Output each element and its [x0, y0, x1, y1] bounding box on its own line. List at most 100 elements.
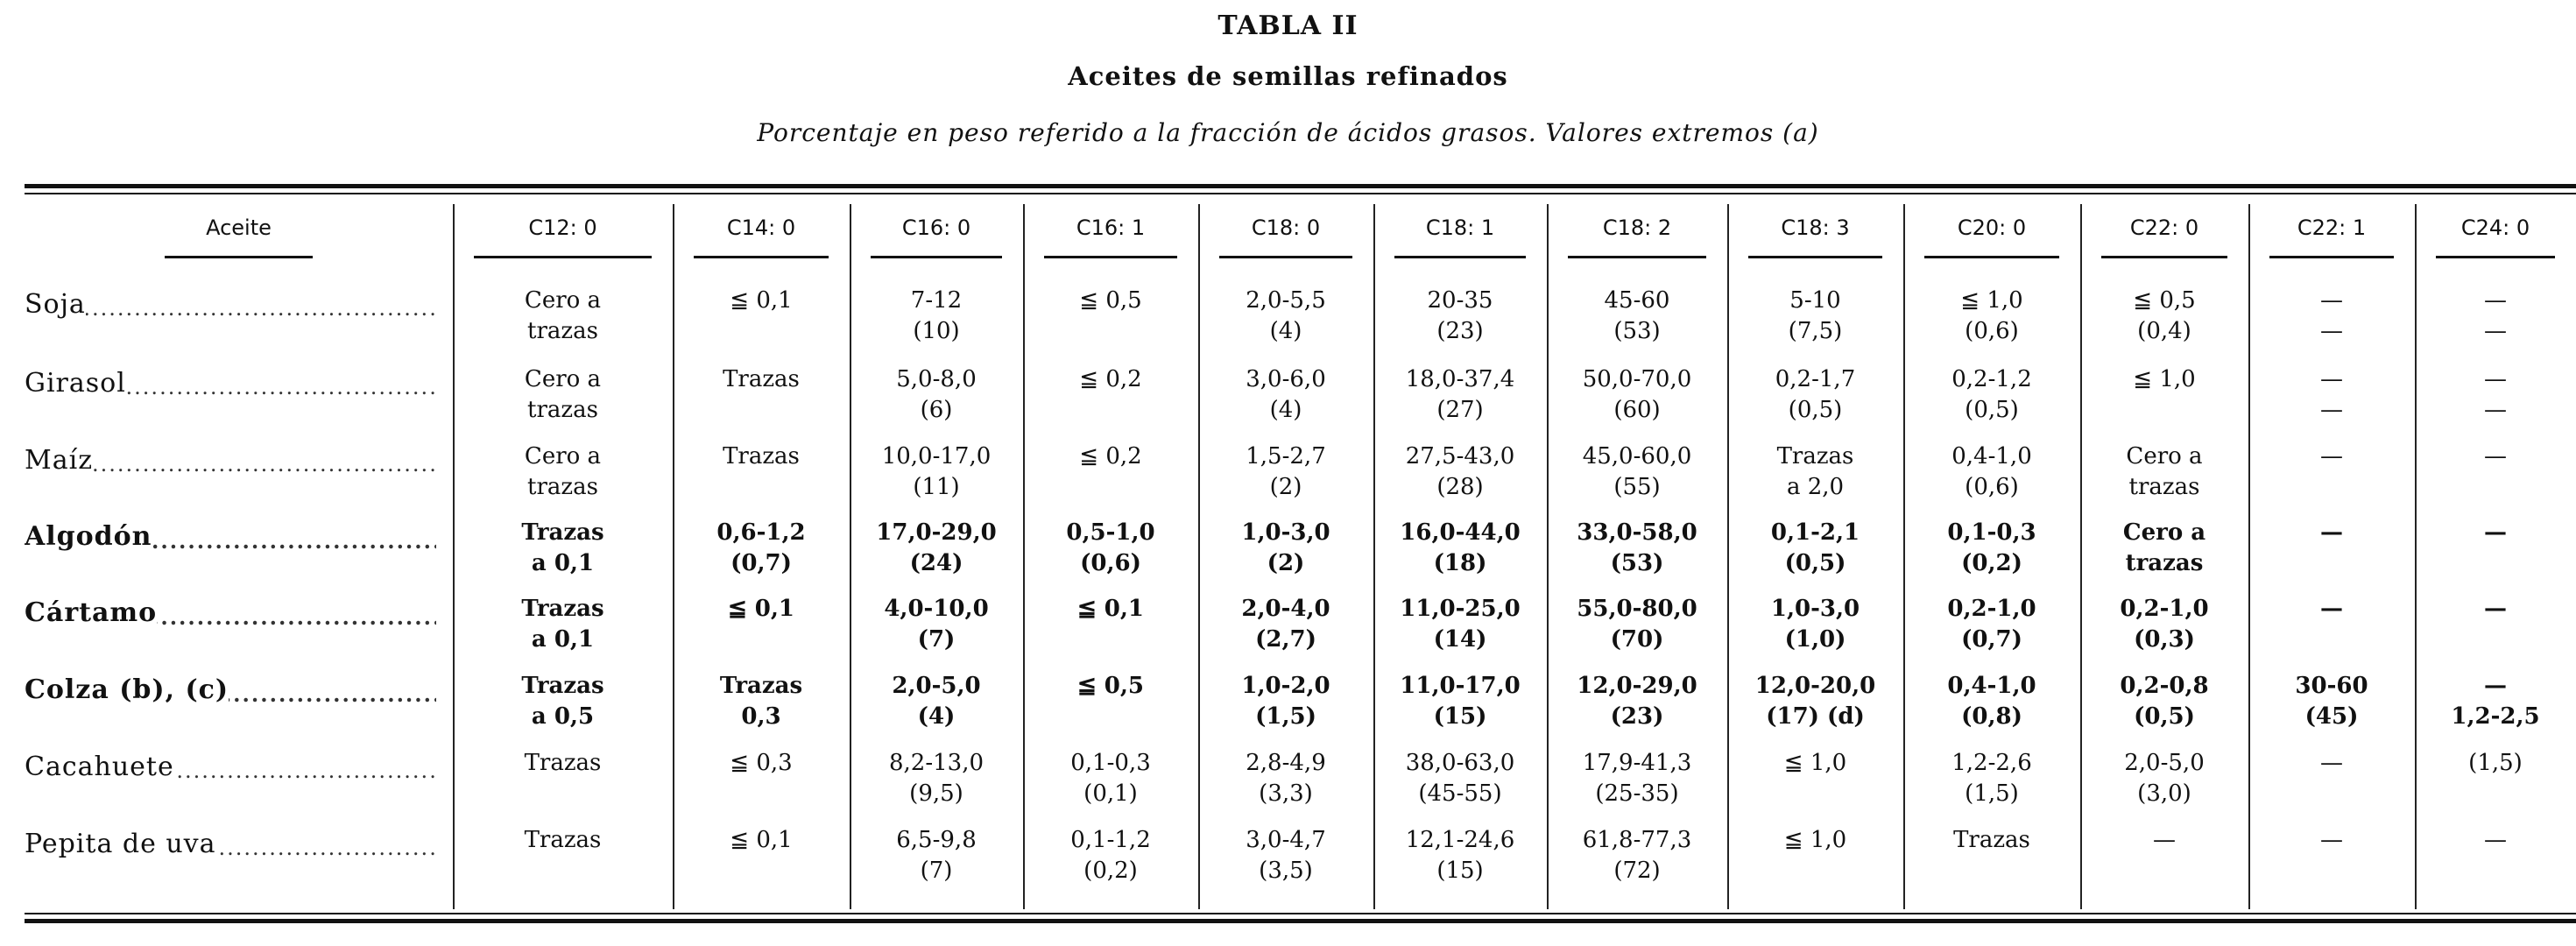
cell-line: 33,0-58,0 — [1577, 519, 1697, 546]
cell-line: 30-60 — [2295, 673, 2368, 699]
table-cell: 1,5-2,7 (2) — [1198, 441, 1373, 503]
table-cell: 10,0-17,0 (11) — [850, 441, 1023, 503]
cell-line: ≦ 1,0 — [2133, 366, 2196, 392]
cell-line: Trazas — [521, 673, 604, 699]
cell-line: 0,1-0,3 — [1070, 750, 1151, 776]
column-header-underline — [165, 256, 313, 258]
cell-line: (9,5) — [909, 780, 963, 807]
table-title: TABLA II — [1217, 11, 1359, 41]
table-cell: 7-12 (10) — [850, 286, 1023, 347]
cell-line: 1,2-2,6 — [1951, 750, 2032, 776]
cell-line: Trazas — [723, 366, 800, 392]
cell-line: 1,0-3,0 — [1241, 519, 1330, 546]
table-cell: 0,1-2,1 (0,5) — [1727, 518, 1903, 579]
cell-line: (2) — [1267, 550, 1305, 576]
table-cell: ≦ 0,5 — [1023, 286, 1198, 316]
cell-line: — — [2153, 827, 2176, 853]
table-cell: — — [2248, 518, 2415, 548]
row-label: ........................................… — [25, 521, 436, 552]
column-header: C20: 0 — [1924, 215, 2059, 258]
cell-line: Trazas — [524, 827, 602, 853]
column-header-underline — [2269, 256, 2394, 258]
table-cell: 16,0-44,0 (18) — [1373, 518, 1547, 579]
cell-line: (25-35) — [1595, 780, 1679, 807]
cell-line: (11) — [913, 474, 960, 500]
table-cell: 45-60 (53) — [1547, 286, 1727, 347]
cell-line: — — [2484, 397, 2507, 423]
cell-line: Cero a — [2122, 519, 2206, 546]
table-cell: — — [2415, 441, 2576, 472]
cell-line: ≦ 0,5 — [2133, 287, 2196, 314]
table-cell: ≦ 1,0 — [1727, 825, 1903, 856]
cell-line: (70) — [1610, 626, 1664, 653]
cell-line: ≦ 0,5 — [1076, 673, 1145, 699]
cell-line: 61,8-77,3 — [1582, 827, 1692, 853]
table-cell: 12,0-20,0 (17) (d) — [1727, 671, 1903, 732]
cell-line: trazas — [2125, 550, 2204, 576]
table-cell: Trazas — [453, 748, 673, 779]
column-header: C16: 1 — [1044, 215, 1177, 258]
table-cell: 18,0-37,4 (27) — [1373, 364, 1547, 426]
cell-line: 8,2-13,0 — [888, 750, 985, 776]
table-cell: 0,1-1,2 (0,2) — [1023, 825, 1198, 886]
cell-line: 0,2-1,0 — [1947, 596, 2036, 622]
cell-line: — — [2320, 287, 2343, 314]
cell-line: (2) — [1269, 474, 1302, 500]
column-header-underline — [871, 256, 1002, 258]
table-cell: Trazas a 0,5 — [453, 671, 673, 732]
cell-line: 12,0-20,0 — [1754, 673, 1876, 699]
cell-line: 2,0-4,0 — [1241, 596, 1330, 622]
table-cell: (1,5) — [2415, 748, 2576, 779]
cell-line: (55) — [1613, 474, 1661, 500]
cell-line: 10,0-17,0 — [881, 443, 992, 469]
table-cell: Trazas a 0,1 — [453, 594, 673, 655]
table-cell: 45,0-60,0 (55) — [1547, 441, 1727, 503]
table-cell: ≦ 0,5 (0,4) — [2080, 286, 2248, 347]
cell-line: ≦ 0,1 — [730, 827, 793, 853]
cell-line: (72) — [1613, 858, 1661, 884]
cell-line: — — [2484, 596, 2507, 622]
cell-line: 7-12 — [910, 287, 963, 314]
column-header-underline — [1924, 256, 2059, 258]
table-cell: 3,0-6,0 (4) — [1198, 364, 1373, 426]
column-header-label: C16: 1 — [1076, 215, 1146, 240]
column-divider — [2415, 204, 2417, 909]
table-cell: 2,0-5,0 (4) — [850, 671, 1023, 732]
table-cell: — — [2248, 825, 2415, 856]
cell-line: — — [2320, 827, 2343, 853]
table-caption: Porcentaje en peso referido a la fracció… — [757, 118, 1819, 147]
cell-line: (3,5) — [1259, 858, 1313, 884]
table-cell: 0,1-0,3 (0,2) — [1903, 518, 2080, 579]
column-divider — [1547, 204, 1549, 909]
cell-line: Trazas — [524, 750, 602, 776]
table-cell: 0,4-1,0 (0,8) — [1903, 671, 2080, 732]
table-cell: 12,1-24,6 (15) — [1373, 825, 1547, 886]
cell-line: ≦ 0,1 — [1076, 596, 1145, 622]
cell-line: (14) — [1433, 626, 1487, 653]
cell-line: ≦ 0,5 — [1079, 287, 1142, 314]
table-cell: ≦ 0,1 — [673, 825, 850, 856]
cell-line: (10) — [913, 318, 960, 344]
cell-line: 0,1-2,1 — [1770, 519, 1860, 546]
cell-line: Trazas — [521, 519, 604, 546]
cell-line: (24) — [909, 550, 963, 576]
cell-line: (18) — [1433, 550, 1487, 576]
top-rule-thick — [25, 184, 2576, 188]
table-cell: Cero a trazas — [453, 364, 673, 426]
table-cell: 33,0-58,0 (53) — [1547, 518, 1727, 579]
cell-line: 0,3 — [741, 703, 781, 730]
table-cell: ≦ 0,3 — [673, 748, 850, 779]
cell-line: Trazas — [521, 596, 604, 622]
table-cell: ≦ 0,2 — [1023, 441, 1198, 472]
cell-line: (0,4) — [2137, 318, 2191, 344]
table-cell: — 1,2-2,5 — [2415, 671, 2576, 732]
row-label-text: Colza (b), (c) — [25, 674, 229, 705]
leader-dots: ........................................… — [25, 452, 436, 476]
table-cell: Cero a trazas — [453, 441, 673, 503]
cell-line: 17,0-29,0 — [876, 519, 997, 546]
cell-line: 17,9-41,3 — [1582, 750, 1692, 776]
cell-line: (0,1) — [1083, 780, 1138, 807]
table-cell: 0,2-1,0 (0,7) — [1903, 594, 2080, 655]
cell-line: (45-55) — [1418, 780, 1502, 807]
row-label: ........................................… — [25, 829, 436, 859]
